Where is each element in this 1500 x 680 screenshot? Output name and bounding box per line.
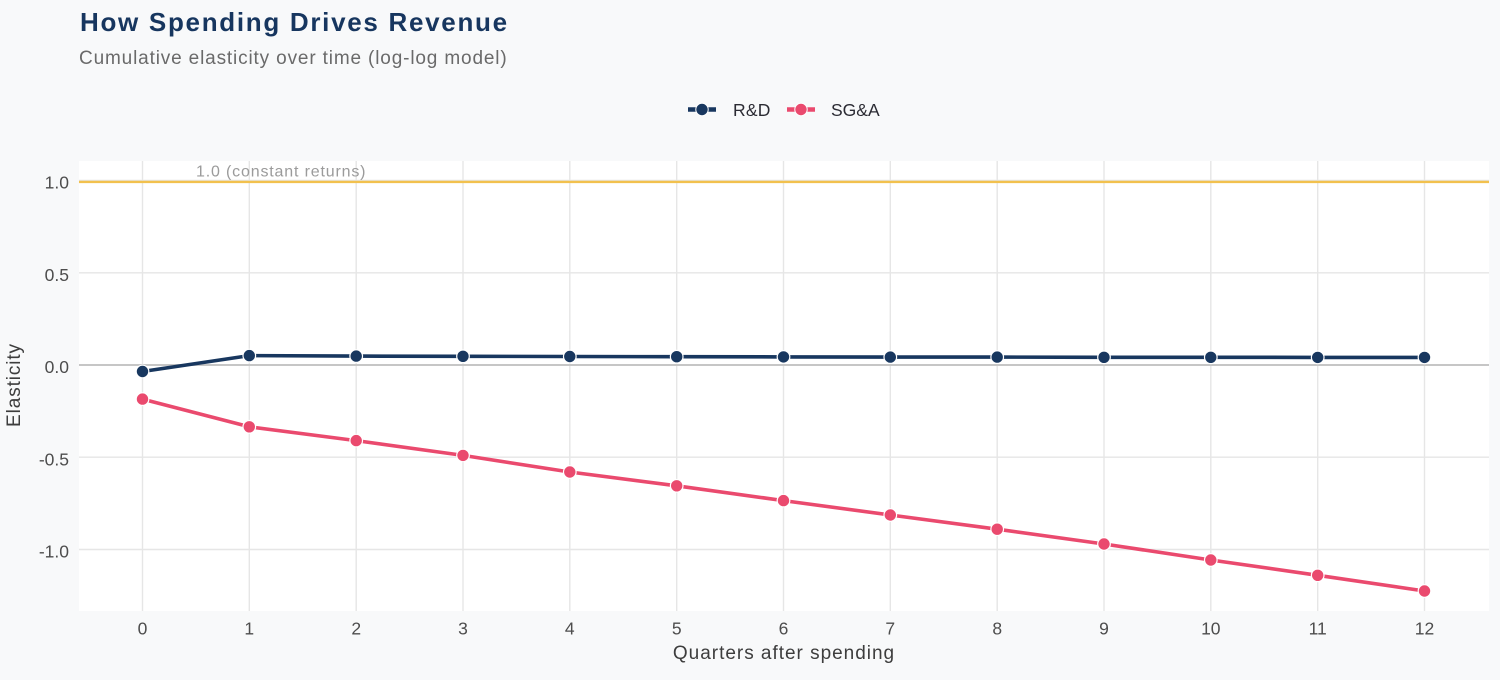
svg-text:5: 5 (672, 619, 682, 639)
svg-text:1.0: 1.0 (45, 173, 70, 193)
svg-text:1: 1 (244, 619, 254, 639)
svg-text:7: 7 (885, 619, 895, 639)
svg-text:Cumulative elasticity over tim: Cumulative elasticity over time (log-log… (79, 48, 508, 69)
svg-text:-1.0: -1.0 (39, 542, 69, 562)
svg-text:10: 10 (1201, 619, 1221, 639)
svg-text:R&D: R&D (733, 100, 771, 120)
svg-text:2: 2 (351, 619, 361, 639)
svg-text:6: 6 (779, 619, 789, 639)
svg-text:-0.5: -0.5 (39, 449, 69, 469)
svg-text:Elasticity: Elasticity (4, 343, 25, 427)
svg-text:How Spending Drives Revenue: How Spending Drives Revenue (80, 7, 509, 37)
svg-text:1.0 (constant returns): 1.0 (constant returns) (196, 164, 366, 181)
svg-text:12: 12 (1415, 619, 1434, 639)
svg-text:4: 4 (565, 619, 575, 639)
svg-text:9: 9 (1099, 619, 1109, 639)
svg-text:0: 0 (138, 619, 148, 639)
svg-text:8: 8 (992, 619, 1002, 639)
svg-text:3: 3 (458, 619, 468, 639)
svg-text:0.5: 0.5 (45, 265, 69, 285)
svg-text:SG&A: SG&A (831, 100, 880, 120)
svg-text:Quarters after spending: Quarters after spending (673, 643, 895, 664)
svg-text:0.0: 0.0 (45, 357, 70, 377)
svg-text:11: 11 (1309, 619, 1327, 639)
